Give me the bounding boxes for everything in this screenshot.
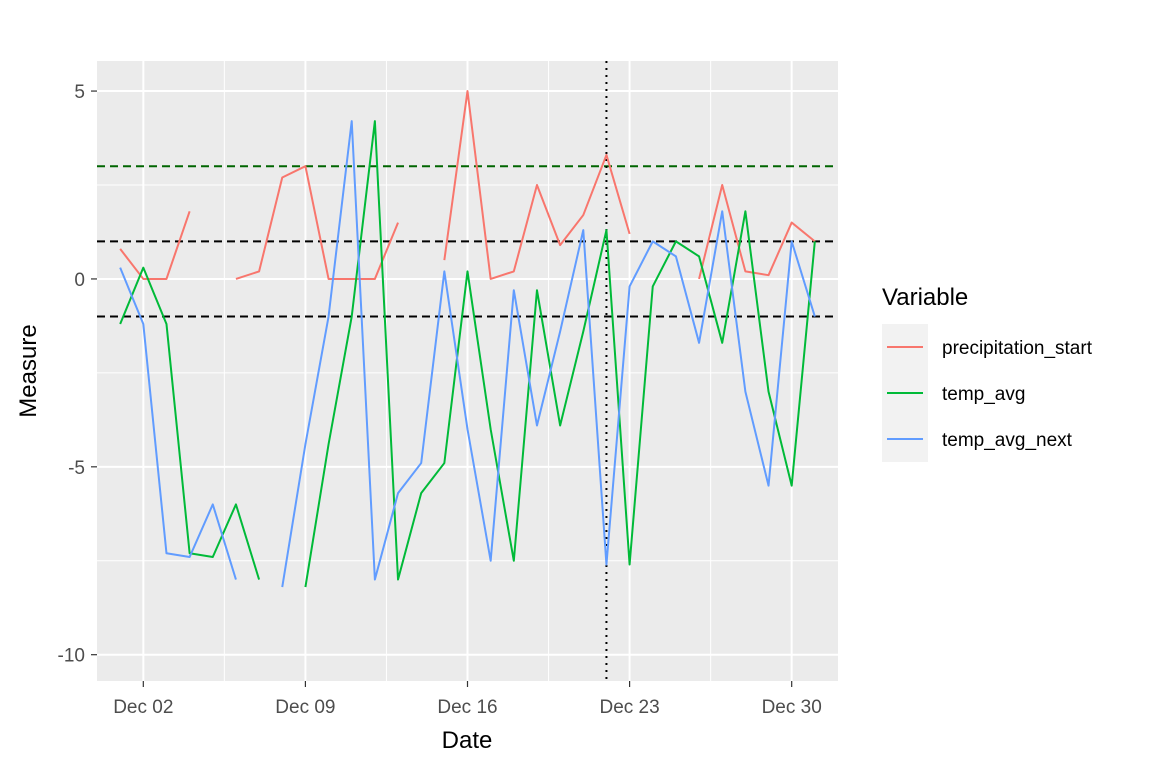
y-tick-label: -10 (58, 646, 85, 667)
legend: Variable precipitation_start temp_avgtemp… (882, 284, 1093, 462)
y-axis: 5 0 -5 -10 (58, 82, 97, 667)
x-tick-label: Dec 23 (599, 697, 659, 718)
y-tick-label: 5 (74, 82, 85, 103)
legend-label: temp_avg_next (942, 430, 1073, 451)
y-tick-label: -5 (68, 458, 85, 479)
x-axis-title: Date (442, 727, 493, 754)
series-lines (119, 90, 816, 588)
x-tick-label: Dec 02 (113, 697, 173, 718)
x-axis: Dec 02 Dec 09 Dec 16 Dec 23 Dec 30 (113, 681, 822, 718)
y-tick-label: 0 (74, 270, 85, 291)
legend-label: temp_avg (942, 384, 1025, 405)
legend-title: Variable (882, 284, 968, 311)
y-axis-title: Measure (15, 324, 42, 417)
legend-label: precipitation_start (942, 338, 1093, 359)
x-tick-label: Dec 30 (762, 697, 822, 718)
series-line-precipitation-start (119, 90, 816, 280)
x-tick-label: Dec 16 (437, 697, 497, 718)
series-line-temp-avg (119, 120, 816, 588)
x-tick-label: Dec 09 (275, 697, 335, 718)
series-line-temp-avg-next (119, 120, 816, 588)
